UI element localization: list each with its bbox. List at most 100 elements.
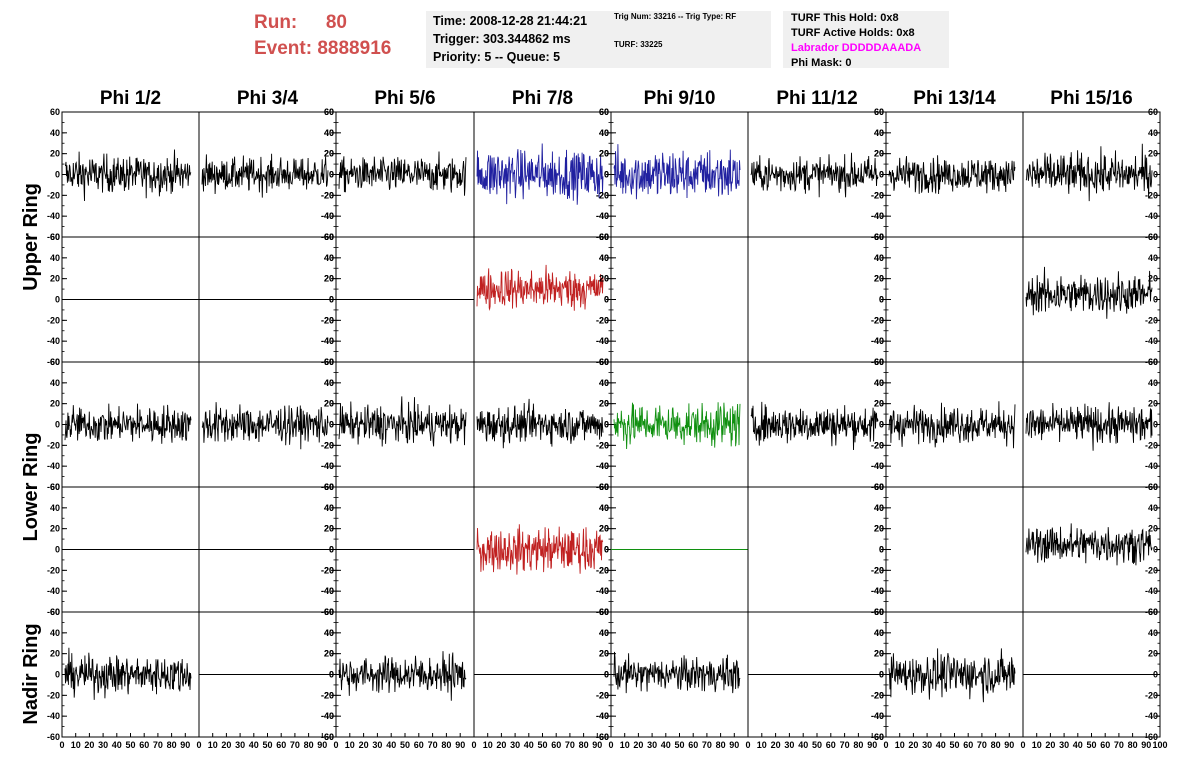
phi-mask-line: Phi Mask: 0 bbox=[791, 57, 852, 69]
y-tick-label: -40 bbox=[321, 586, 334, 596]
y-tick-label: 60 bbox=[1148, 607, 1158, 617]
y-tick-label: 20 bbox=[874, 524, 884, 534]
y-tick-label: 60 bbox=[599, 482, 609, 492]
y-tick-label: 60 bbox=[324, 607, 334, 617]
x-tick-label: 90 bbox=[455, 740, 465, 750]
x-tick-label: 80 bbox=[991, 740, 1001, 750]
trace-line bbox=[338, 396, 467, 447]
y-tick-label: 60 bbox=[874, 607, 884, 617]
y-tick-label: -20 bbox=[596, 690, 609, 700]
x-tick-label: 40 bbox=[386, 740, 396, 750]
y-tick-label: 40 bbox=[874, 503, 884, 513]
y-tick-label: -60 bbox=[871, 732, 884, 742]
y-tick-label: 40 bbox=[874, 378, 884, 388]
y-tick-label: 20 bbox=[874, 649, 884, 659]
y-tick-label: -40 bbox=[321, 336, 334, 346]
x-tick-label: 40 bbox=[249, 740, 259, 750]
y-tick-label: -60 bbox=[871, 732, 884, 742]
trace-line bbox=[750, 401, 879, 451]
x-tick-label: 70 bbox=[565, 740, 575, 750]
y-tick-label: -20 bbox=[47, 190, 60, 200]
y-tick-label: -60 bbox=[596, 732, 609, 742]
y-tick-label: 40 bbox=[324, 378, 334, 388]
y-tick-label: -40 bbox=[321, 586, 334, 596]
y-tick-label: 20 bbox=[50, 649, 60, 659]
x-tick-label: 80 bbox=[1128, 740, 1138, 750]
y-tick-label: -40 bbox=[47, 336, 60, 346]
x-tick-label: 30 bbox=[1059, 740, 1069, 750]
y-tick-label: 40 bbox=[874, 253, 884, 263]
y-tick-label: -60 bbox=[596, 732, 609, 742]
y-tick-label: 0 bbox=[1153, 420, 1158, 430]
y-tick-label: -40 bbox=[596, 211, 609, 221]
trace-line bbox=[476, 143, 604, 205]
x-tick-label: 0 bbox=[333, 740, 338, 750]
x-tick-label: 20 bbox=[633, 740, 643, 750]
run-label: Run: bbox=[254, 12, 298, 33]
y-tick-label: 60 bbox=[1148, 107, 1158, 117]
y-tick-label: -20 bbox=[871, 440, 884, 450]
y-tick-label: 0 bbox=[1153, 170, 1158, 180]
y-tick-label: 0 bbox=[879, 170, 884, 180]
y-tick-label: 60 bbox=[599, 232, 609, 242]
trace-line bbox=[613, 651, 741, 694]
y-tick-label: -20 bbox=[596, 315, 609, 325]
x-tick-label: 60 bbox=[963, 740, 973, 750]
y-tick-label: -40 bbox=[871, 461, 884, 471]
x-tick-label: 0 bbox=[745, 740, 750, 750]
y-tick-label: 20 bbox=[324, 149, 334, 159]
labrador-line: Labrador DDDDDAAADA bbox=[791, 42, 922, 54]
y-tick-label: 40 bbox=[599, 253, 609, 263]
turf-line: TURF: 33225 bbox=[614, 40, 663, 49]
x-tick-label: 50 bbox=[949, 740, 959, 750]
y-tick-label: -40 bbox=[47, 211, 60, 221]
y-tick-label: 40 bbox=[50, 253, 60, 263]
trace-line bbox=[613, 402, 741, 450]
ring-title: Nadir Ring bbox=[20, 623, 42, 724]
x-tick-label: 60 bbox=[139, 740, 149, 750]
y-tick-label: -20 bbox=[871, 190, 884, 200]
x-tick-label: 60 bbox=[688, 740, 698, 750]
x-tick-label: 10 bbox=[345, 740, 355, 750]
trace-line bbox=[476, 264, 604, 311]
y-tick-label: 40 bbox=[324, 128, 334, 138]
column-title: Phi 3/4 bbox=[237, 88, 299, 109]
x-tick-label: 50 bbox=[262, 740, 272, 750]
trace-line bbox=[201, 402, 329, 450]
y-tick-label: -60 bbox=[47, 732, 60, 742]
y-tick-label: 20 bbox=[50, 399, 60, 409]
x-tick-label: 70 bbox=[290, 740, 300, 750]
x-tick-label: 30 bbox=[784, 740, 794, 750]
x-tick-label: 40 bbox=[936, 740, 946, 750]
y-tick-label: 0 bbox=[329, 295, 334, 305]
y-tick-label: -40 bbox=[1145, 461, 1158, 471]
y-tick-label: 0 bbox=[1153, 545, 1158, 555]
y-tick-label: 20 bbox=[50, 524, 60, 534]
y-tick-label: -20 bbox=[321, 440, 334, 450]
y-tick-label: 20 bbox=[50, 274, 60, 284]
y-tick-label: 40 bbox=[324, 503, 334, 513]
y-tick-label: -40 bbox=[596, 461, 609, 471]
y-tick-label: 0 bbox=[329, 170, 334, 180]
y-tick-label: 0 bbox=[879, 170, 884, 180]
x-tick-label: 40 bbox=[661, 740, 671, 750]
y-tick-label: 0 bbox=[879, 545, 884, 555]
y-tick-label: 40 bbox=[874, 628, 884, 638]
y-tick-label: 20 bbox=[324, 274, 334, 284]
x-tick-label: 80 bbox=[304, 740, 314, 750]
y-tick-label: -60 bbox=[321, 732, 334, 742]
x-tick-label: 60 bbox=[276, 740, 286, 750]
y-tick-label: 40 bbox=[599, 253, 609, 263]
y-tick-label: -40 bbox=[871, 211, 884, 221]
x-tick-label: 30 bbox=[98, 740, 108, 750]
y-tick-label: 0 bbox=[604, 170, 609, 180]
y-tick-label: 20 bbox=[874, 399, 884, 409]
x-tick-label: 50 bbox=[812, 740, 822, 750]
x-tick-label: 20 bbox=[1045, 740, 1055, 750]
trace-line bbox=[888, 401, 1016, 449]
y-tick-label: 60 bbox=[599, 607, 609, 617]
y-tick-label: 40 bbox=[874, 628, 884, 638]
y-tick-label: 0 bbox=[604, 545, 609, 555]
y-tick-label: -20 bbox=[47, 565, 60, 575]
y-tick-label: 60 bbox=[324, 107, 334, 117]
